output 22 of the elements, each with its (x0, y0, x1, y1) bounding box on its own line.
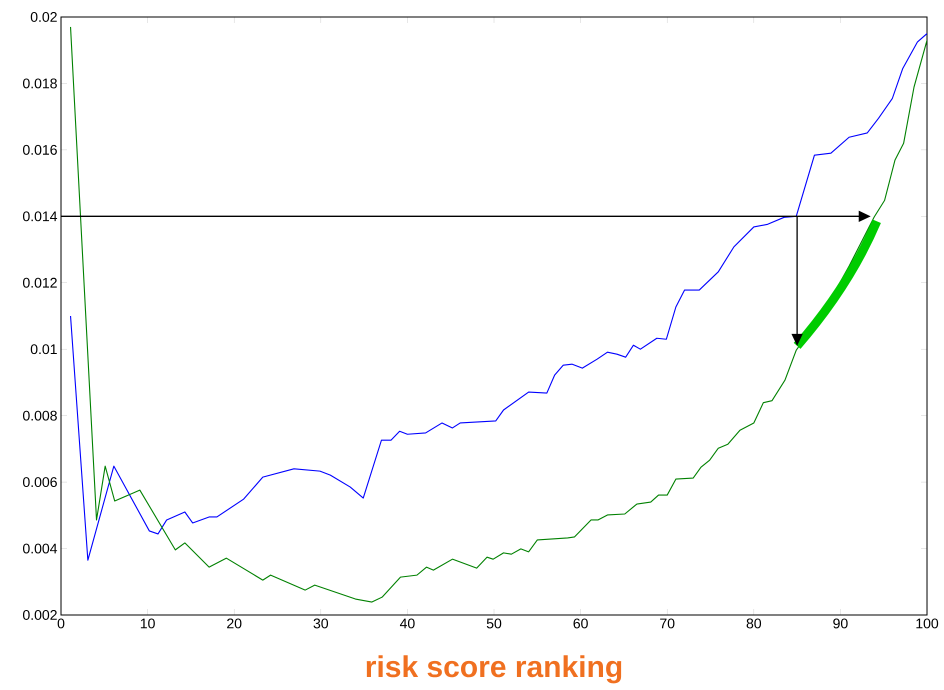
x-tick-label: 50 (486, 618, 502, 628)
x-tick-label: 100 (916, 618, 938, 628)
x-tick-label: 90 (833, 618, 848, 628)
x-tick-label: 20 (227, 618, 242, 628)
x-tick-label: 40 (400, 618, 415, 628)
x-tick-label: 80 (746, 618, 762, 628)
x-tick-label: 10 (140, 618, 155, 628)
x-tick-label: 0 (58, 618, 64, 628)
y-tick-label: 0.02 (30, 12, 57, 22)
y-tick-label: 0.018 (23, 78, 57, 88)
y-tick-label: 0.004 (23, 544, 58, 554)
y-tick-label: 0.002 (23, 610, 57, 620)
x-axis-title: risk score ranking (366, 655, 622, 684)
y-tick-label: 0.006 (23, 477, 57, 488)
y-tick-label: 0.014 (23, 211, 58, 222)
x-tick-label: 60 (574, 618, 588, 628)
x-tick-label: 30 (314, 618, 328, 628)
y-tick-label: 0.012 (23, 278, 57, 288)
x-tick-label: 70 (660, 618, 674, 628)
y-tick-label: 0.016 (23, 144, 57, 155)
y-tick-label: 0.01 (30, 344, 57, 354)
y-tick-label: 0.008 (23, 410, 57, 421)
